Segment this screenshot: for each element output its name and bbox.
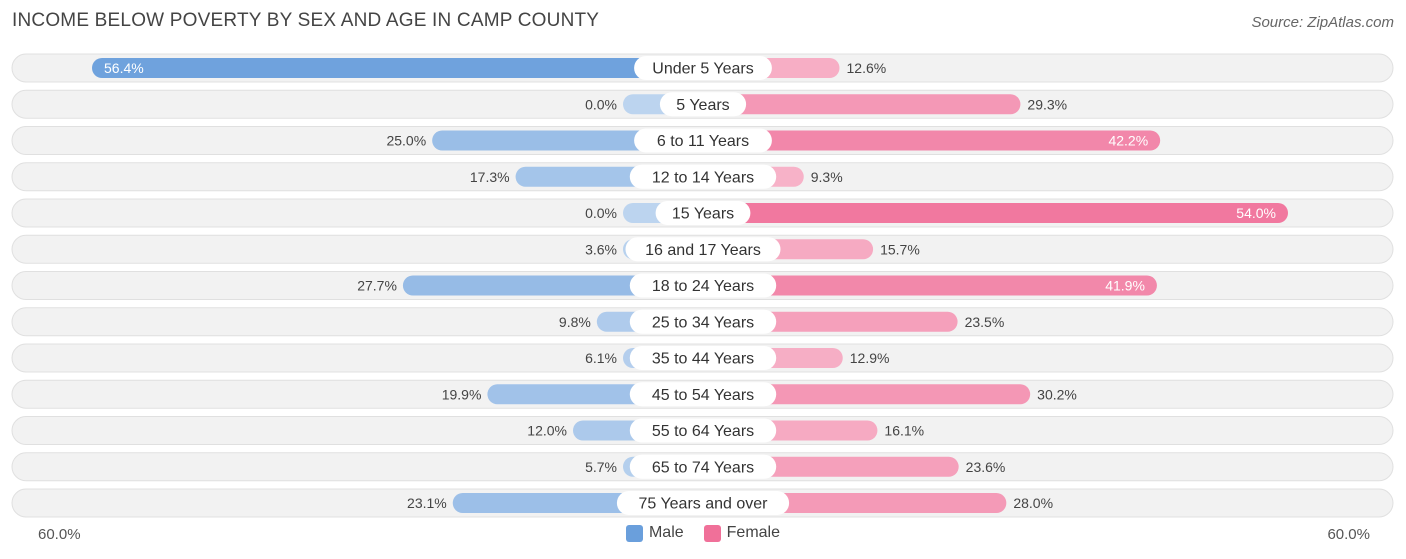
category-pill: [629, 309, 777, 334]
female-value-label: 54.0%: [1236, 205, 1276, 221]
category-pill: [659, 92, 747, 117]
legend-item-male[interactable]: Male: [625, 524, 684, 542]
category-pill: [655, 201, 751, 225]
category-pill: [629, 273, 777, 298]
female-value-label: 29.3%: [1027, 96, 1067, 112]
male-value-label: 27.7%: [357, 278, 397, 294]
female-value-label: 23.5%: [965, 314, 1005, 330]
female-bar: [703, 203, 1288, 223]
male-value-label: 0.0%: [585, 205, 617, 221]
category-label: 12 to 14 Years: [652, 169, 754, 186]
male-value-label: 19.9%: [442, 386, 482, 402]
legend: Male Female: [0, 524, 1406, 542]
category-pill: [634, 56, 772, 80]
male-value-label: 12.0%: [527, 423, 567, 439]
male-value-label: 6.1%: [585, 350, 617, 366]
male-value-label: 5.7%: [585, 459, 617, 475]
male-bar: [92, 58, 703, 78]
category-pill: [629, 164, 777, 189]
female-bar: [703, 275, 1157, 296]
legend-male-label: Male: [648, 524, 684, 541]
female-value-label: 16.1%: [884, 423, 924, 439]
female-bar: [703, 130, 1161, 151]
axis-right-label: 60.0%: [1327, 526, 1370, 543]
male-swatch-icon: [625, 524, 643, 542]
male-value-label: 17.3%: [470, 169, 510, 185]
category-label: Under 5 Years: [652, 61, 753, 78]
female-value-label: 28.0%: [1013, 495, 1053, 511]
category-pill: [629, 382, 777, 407]
female-value-label: 9.3%: [811, 169, 843, 185]
category-label: 65 to 74 Years: [652, 459, 754, 476]
female-value-label: 12.9%: [850, 350, 890, 366]
category-label: 6 to 11 Years: [657, 133, 749, 150]
female-value-label: 41.9%: [1105, 278, 1145, 294]
chart-area: 56.4% 12.6% Under 5 Years 0.0% 29.3% 5 Years 2…: [11, 53, 1394, 518]
chart-title: INCOME BELOW POVERTY BY SEX AND AGE IN C…: [12, 10, 600, 31]
category-label: 15 Years: [672, 206, 734, 223]
female-bar: [703, 384, 1031, 405]
category-label: 18 to 24 Years: [652, 278, 754, 295]
female-value-label: 30.2%: [1037, 386, 1077, 402]
category-pill: [629, 346, 777, 370]
category-label: 16 and 17 Years: [645, 242, 761, 259]
legend-item-female[interactable]: Female: [703, 524, 781, 542]
female-value-label: 12.6%: [847, 60, 887, 76]
source-label: Source: ZipAtlas.com: [1251, 14, 1394, 31]
category-label: 25 to 34 Years: [652, 314, 754, 331]
female-bar: [703, 94, 1021, 115]
male-value-label: 9.8%: [559, 314, 591, 330]
category-pill: [616, 491, 790, 515]
category-pill: [629, 418, 777, 443]
female-value-label: 23.6%: [966, 459, 1006, 475]
male-value-label: 56.4%: [104, 60, 144, 76]
category-label: 45 to 54 Years: [652, 387, 754, 404]
axis-left-label: 60.0%: [38, 526, 81, 543]
category-pill: [634, 128, 772, 153]
category-label: 75 Years and over: [639, 496, 769, 513]
legend-female-label: Female: [726, 524, 781, 541]
female-value-label: 15.7%: [880, 241, 920, 257]
male-value-label: 25.0%: [386, 133, 426, 149]
female-swatch-icon: [703, 524, 721, 542]
category-pill: [625, 237, 781, 262]
male-value-label: 0.0%: [585, 96, 617, 112]
category-label: 55 to 64 Years: [652, 423, 754, 440]
female-value-label: 42.2%: [1108, 133, 1148, 149]
category-label: 5 Years: [676, 97, 729, 114]
male-bar: [402, 275, 703, 296]
male-value-label: 23.1%: [407, 495, 447, 511]
male-value-label: 3.6%: [585, 241, 617, 257]
category-pill: [629, 454, 777, 479]
category-label: 35 to 44 Years: [652, 351, 754, 368]
